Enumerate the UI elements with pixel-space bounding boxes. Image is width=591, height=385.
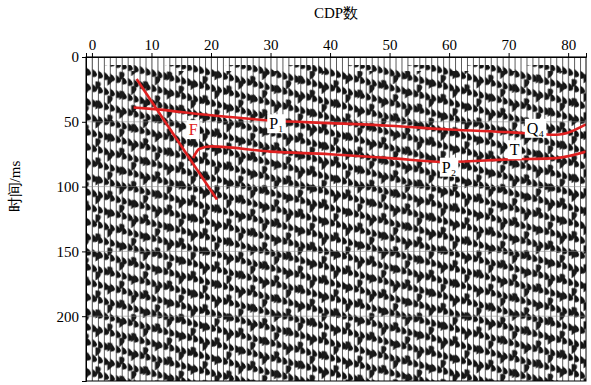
annotation-label: P₁ <box>269 115 283 132</box>
x-tick-mark <box>151 53 152 57</box>
chart: 0 10 20 30 40 50 60 70 80 0 50 100 150 200 CDP数时间/ms F P… <box>0 0 591 385</box>
x-tick: 40 <box>323 37 338 57</box>
annotation: T <box>508 140 522 159</box>
x-tick-mark <box>449 53 450 57</box>
grid-line <box>86 316 586 317</box>
x-tick-mark <box>509 53 510 57</box>
y-tick: 200 <box>57 309 87 325</box>
wiggle-texture <box>86 71 586 381</box>
x-tick-label: 60 <box>442 37 457 53</box>
x-axis-line <box>87 53 587 58</box>
x-tick-label: 50 <box>383 37 398 53</box>
x-axis-title: CDP数 <box>314 5 358 21</box>
seismic-background <box>86 57 586 381</box>
y-tick-label: 50 <box>64 114 79 130</box>
horizon-line <box>193 146 586 162</box>
x-tick-label: 10 <box>144 37 159 53</box>
x-tick-mark <box>568 53 569 57</box>
grid-line <box>151 57 152 381</box>
y-tick-mark <box>82 187 86 188</box>
trace-lines <box>86 57 586 381</box>
grid-line <box>91 57 92 381</box>
y-tick-label: 150 <box>57 244 80 260</box>
grid-line <box>86 186 586 187</box>
y-tick-mark <box>82 57 86 58</box>
y-tick-mark <box>82 122 86 123</box>
lines <box>134 79 586 200</box>
label-patch <box>525 119 547 138</box>
y-tick-label: 0 <box>72 49 80 65</box>
x-tick-label: 70 <box>502 37 517 53</box>
x-tick-mark <box>211 53 212 57</box>
label-patch <box>187 120 200 139</box>
annotations: F P₁ P₂ Q₄ T <box>187 114 547 176</box>
grid-line <box>508 57 509 381</box>
x-tick: 30 <box>264 37 279 57</box>
x-tick-label: 0 <box>89 37 97 53</box>
x-tick: 50 <box>383 37 398 57</box>
annotation: F <box>187 120 200 139</box>
x-tick-label: 40 <box>323 37 338 53</box>
label-patch <box>267 114 285 133</box>
x-tick-label: 20 <box>204 37 219 53</box>
grid-line <box>389 57 390 381</box>
annotation-label: Q₄ <box>527 120 545 137</box>
plot-frame <box>86 57 586 381</box>
annotation-label: T <box>510 141 520 158</box>
horizon-line <box>134 108 586 135</box>
x-tick-mark <box>92 53 93 57</box>
x-tick: 0 <box>89 37 97 57</box>
x-tick-mark <box>330 53 331 57</box>
y-axis-line <box>82 58 87 382</box>
wiggle-texture <box>86 65 586 381</box>
x-tick: 60 <box>442 37 457 57</box>
y-axis-title: 时间/ms <box>7 161 23 213</box>
annotation: Q₄ <box>525 119 547 138</box>
y-axis: 0 50 100 150 200 <box>57 49 87 381</box>
y-tick-mark <box>82 316 86 317</box>
grid-line <box>86 251 586 252</box>
grid-line <box>270 57 271 381</box>
grid-line <box>211 57 212 381</box>
x-tick-label: 30 <box>264 37 279 53</box>
annotation: P₁ <box>267 114 285 133</box>
annotation-label: F <box>189 121 198 138</box>
grid-line <box>568 57 569 381</box>
x-tick: 10 <box>144 37 159 57</box>
y-tick: 0 <box>72 49 87 65</box>
grid <box>86 57 586 381</box>
y-tick-mark <box>82 251 86 252</box>
y-tick-label: 200 <box>57 309 80 325</box>
grid-line <box>449 57 450 381</box>
x-tick: 70 <box>502 37 517 57</box>
annotation-label: P₂ <box>442 159 456 176</box>
y-tick: 100 <box>57 179 87 195</box>
annotation: P₂ <box>440 158 458 177</box>
x-tick-mark <box>271 53 272 57</box>
x-tick-label: 80 <box>561 37 576 53</box>
label-patch <box>440 158 458 177</box>
horizon-line <box>137 79 217 200</box>
x-axis: 0 10 20 30 40 50 60 70 80 <box>87 37 587 58</box>
y-tick: 50 <box>64 114 86 130</box>
x-tick: 20 <box>204 37 219 57</box>
x-tick-mark <box>390 53 391 57</box>
x-tick: 80 <box>561 37 576 57</box>
grid-line <box>330 57 331 381</box>
y-tick: 150 <box>57 244 87 260</box>
label-patch <box>508 140 522 159</box>
y-tick-label: 100 <box>57 179 80 195</box>
